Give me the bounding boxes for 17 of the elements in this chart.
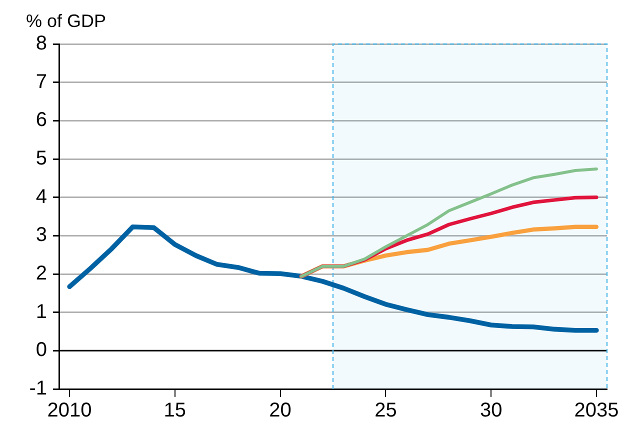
y-tick-label: 0 bbox=[36, 339, 47, 362]
x-tick-label: 25 bbox=[374, 400, 397, 422]
y-tick-label: 8 bbox=[36, 32, 47, 55]
x-tick-label: 2010 bbox=[47, 400, 92, 422]
y-axis-title: % of GDP bbox=[26, 10, 106, 31]
x-tick-label: 15 bbox=[164, 400, 186, 422]
x-tick-label: 20 bbox=[269, 400, 292, 422]
y-tick-label: 1 bbox=[36, 300, 47, 323]
y-tick-label: 7 bbox=[36, 70, 47, 93]
y-tick-label: 6 bbox=[36, 109, 47, 132]
y-tick-label: 5 bbox=[36, 148, 47, 170]
x-tick-label: 30 bbox=[480, 400, 502, 422]
y-tick-label: 3 bbox=[36, 224, 47, 246]
y-tick-label: 2 bbox=[36, 262, 47, 285]
y-tick-label: 4 bbox=[36, 186, 47, 208]
x-tick-label: 2035 bbox=[574, 400, 619, 422]
y-tick-label: -1 bbox=[29, 378, 47, 400]
